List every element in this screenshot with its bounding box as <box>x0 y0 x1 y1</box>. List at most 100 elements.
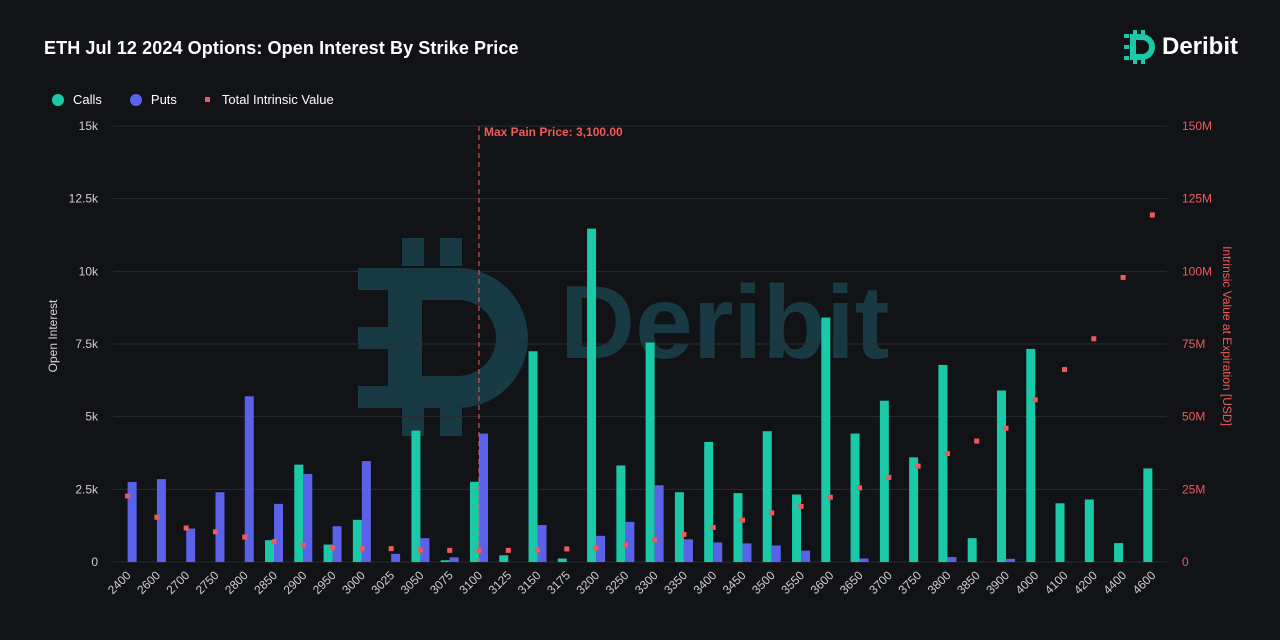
intrinsic-point[interactable] <box>505 547 511 553</box>
intrinsic-point[interactable] <box>417 547 423 553</box>
intrinsic-point[interactable] <box>681 531 687 537</box>
bar-puts[interactable] <box>127 482 137 562</box>
intrinsic-point[interactable] <box>212 529 218 535</box>
intrinsic-point[interactable] <box>857 485 863 491</box>
bar-calls[interactable] <box>411 430 421 562</box>
intrinsic-point[interactable] <box>915 463 921 469</box>
intrinsic-point[interactable] <box>798 503 804 509</box>
intrinsic-point[interactable] <box>535 547 541 553</box>
bar-calls[interactable] <box>938 364 948 562</box>
bar-calls[interactable] <box>850 433 860 562</box>
bar-puts[interactable] <box>742 543 752 562</box>
bar-calls[interactable] <box>352 519 362 562</box>
bar-calls[interactable] <box>762 431 772 562</box>
intrinsic-point[interactable] <box>300 542 306 548</box>
bar-puts[interactable] <box>215 492 225 562</box>
bar-puts[interactable] <box>244 396 254 562</box>
intrinsic-point[interactable] <box>388 546 394 552</box>
bar-puts[interactable] <box>713 542 723 562</box>
bar-puts[interactable] <box>947 557 957 562</box>
intrinsic-point[interactable] <box>622 542 628 548</box>
bar-puts[interactable] <box>332 526 342 562</box>
legend-item-intrinsic[interactable]: Total Intrinsic Value <box>204 92 334 107</box>
bar-puts[interactable] <box>801 550 811 562</box>
intrinsic-point[interactable] <box>1120 274 1126 280</box>
intrinsic-point[interactable] <box>125 493 131 499</box>
x-tick-label: 3200 <box>573 568 602 597</box>
intrinsic-point[interactable] <box>242 534 248 540</box>
x-tick-label: 2750 <box>193 568 222 597</box>
intrinsic-point[interactable] <box>1149 212 1155 218</box>
bar-calls[interactable] <box>1055 503 1065 562</box>
bar-puts[interactable] <box>361 461 371 562</box>
intrinsic-point[interactable] <box>593 545 599 551</box>
bar-puts[interactable] <box>859 558 869 562</box>
intrinsic-point[interactable] <box>1062 367 1068 373</box>
bar-calls[interactable] <box>821 317 831 562</box>
bar-calls[interactable] <box>440 560 450 562</box>
bar-calls[interactable] <box>1114 543 1124 562</box>
bar-calls[interactable] <box>265 540 275 562</box>
bar-puts[interactable] <box>625 521 635 562</box>
intrinsic-point[interactable] <box>974 438 980 444</box>
bar-calls[interactable] <box>967 538 977 562</box>
bar-calls[interactable] <box>499 555 509 562</box>
intrinsic-point[interactable] <box>769 510 775 516</box>
bar-calls[interactable] <box>528 351 538 562</box>
bar-puts[interactable] <box>771 545 781 562</box>
intrinsic-point[interactable] <box>359 546 365 552</box>
intrinsic-point[interactable] <box>330 545 336 551</box>
bar-calls[interactable] <box>557 558 567 562</box>
bar-puts[interactable] <box>537 525 547 562</box>
bar-calls[interactable] <box>323 544 333 562</box>
bar-calls[interactable] <box>792 494 802 562</box>
bar-calls[interactable] <box>645 342 655 562</box>
bar-puts[interactable] <box>478 433 488 562</box>
intrinsic-point[interactable] <box>447 547 453 553</box>
intrinsic-point[interactable] <box>564 546 570 552</box>
bar-puts[interactable] <box>303 473 313 562</box>
bar-calls[interactable] <box>909 457 919 562</box>
bar-puts[interactable] <box>156 479 166 562</box>
x-tick-label: 2600 <box>134 568 163 597</box>
bar-puts[interactable] <box>449 557 459 562</box>
bar-puts[interactable] <box>420 538 430 562</box>
bar-puts[interactable] <box>274 503 284 562</box>
bar-calls[interactable] <box>294 464 304 562</box>
intrinsic-point[interactable] <box>827 494 833 500</box>
bar-calls[interactable] <box>469 481 479 562</box>
legend-item-calls[interactable]: Calls <box>52 92 102 107</box>
bar-calls[interactable] <box>704 441 714 562</box>
bar-calls[interactable] <box>733 493 743 562</box>
intrinsic-point[interactable] <box>1032 397 1038 403</box>
intrinsic-point[interactable] <box>476 547 482 553</box>
intrinsic-point[interactable] <box>271 539 277 545</box>
bar-calls[interactable] <box>996 390 1006 562</box>
bar-puts[interactable] <box>186 528 196 562</box>
intrinsic-point[interactable] <box>154 514 160 520</box>
bar-puts[interactable] <box>596 535 606 562</box>
intrinsic-point[interactable] <box>1091 336 1097 342</box>
intrinsic-point[interactable] <box>1003 425 1009 431</box>
bar-puts[interactable] <box>683 539 693 562</box>
y-right-tick-label: 125M <box>1182 192 1212 206</box>
bar-calls[interactable] <box>1143 468 1153 562</box>
bar-calls[interactable] <box>674 492 684 562</box>
legend-item-puts[interactable]: Puts <box>129 92 177 107</box>
bar-calls[interactable] <box>1084 499 1094 562</box>
bar-puts[interactable] <box>1005 558 1015 562</box>
intrinsic-point[interactable] <box>183 525 189 531</box>
intrinsic-point[interactable] <box>739 517 745 523</box>
bar-calls[interactable] <box>879 400 889 562</box>
intrinsic-point[interactable] <box>944 451 950 457</box>
bar-calls[interactable] <box>587 228 597 562</box>
x-tick-label: 2950 <box>310 568 339 597</box>
intrinsic-point[interactable] <box>886 474 892 480</box>
bar-puts[interactable] <box>654 485 664 562</box>
bar-calls[interactable] <box>1026 348 1036 562</box>
intrinsic-point[interactable] <box>652 537 658 543</box>
bar-puts[interactable] <box>391 553 401 562</box>
intrinsic-point[interactable] <box>710 524 716 530</box>
bar-calls[interactable] <box>616 465 626 562</box>
